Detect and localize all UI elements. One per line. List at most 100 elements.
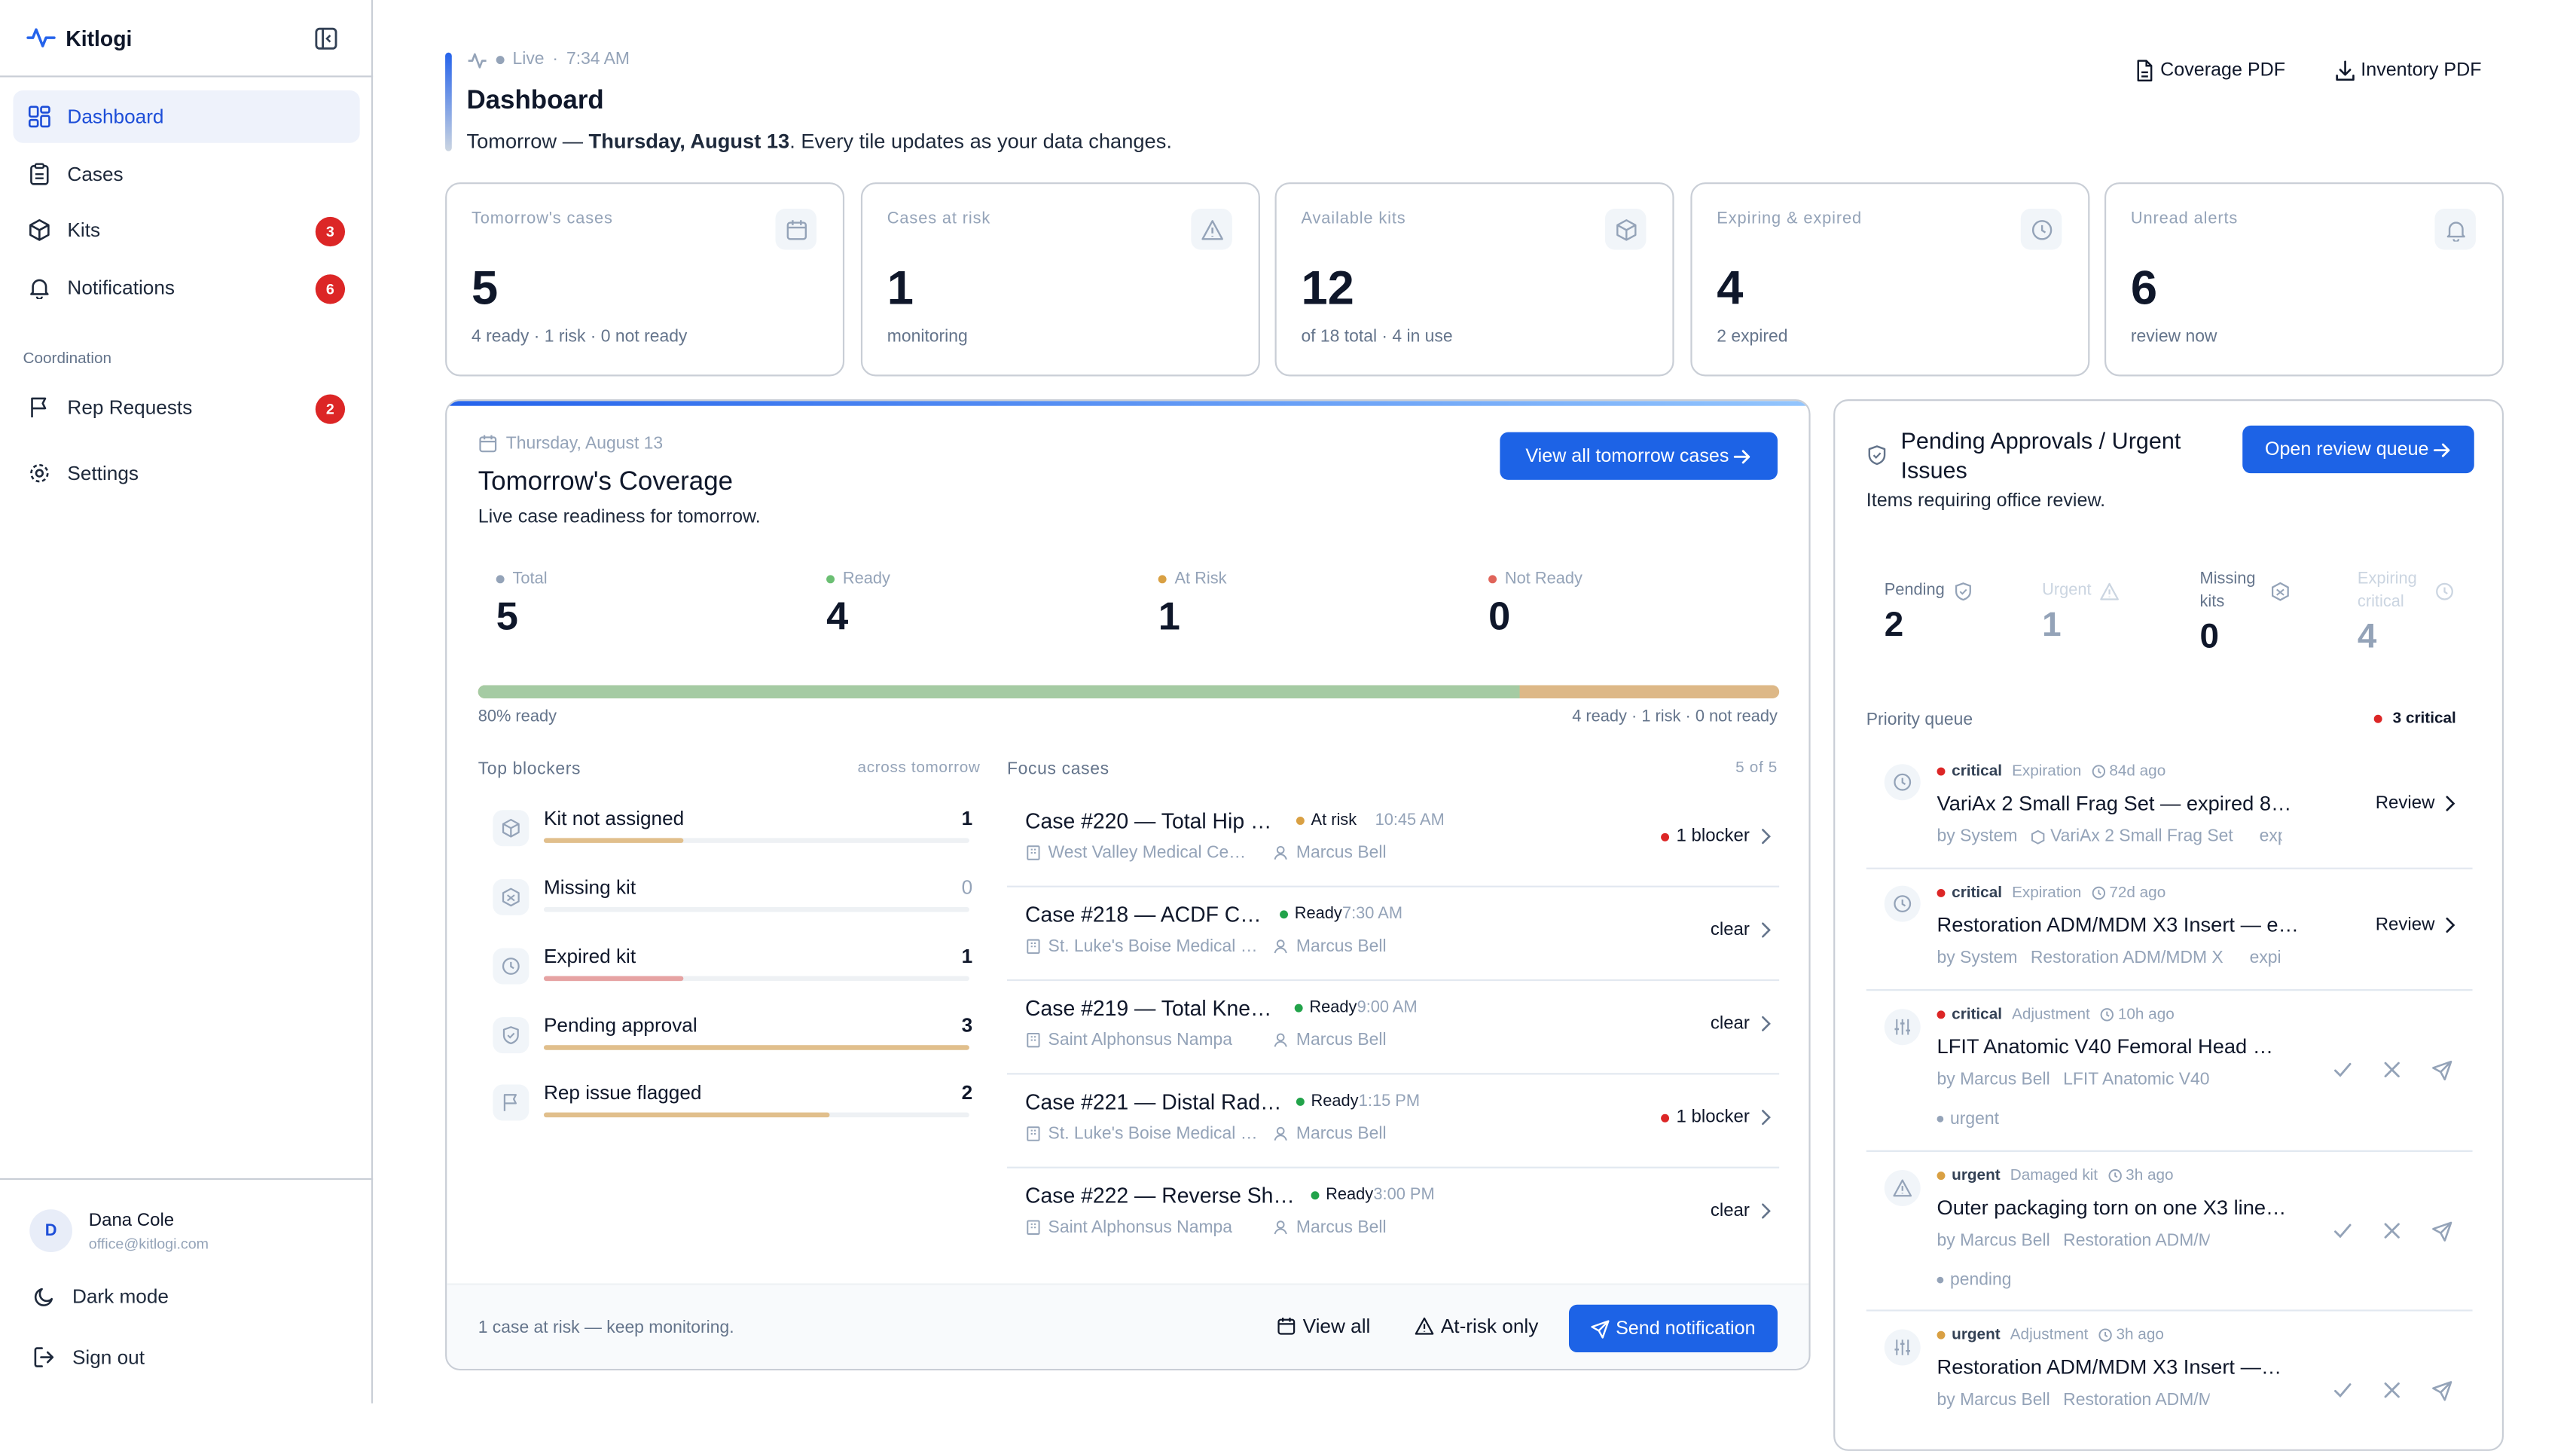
building-icon — [1027, 845, 1040, 860]
stat-not-ready: Not Ready 0 — [1488, 570, 1583, 640]
queue-item-title: Restoration ADM/MDM X3 Insert — expir… — [1937, 913, 2302, 937]
case-rep: Marcus Bell — [1273, 843, 1387, 863]
open-review-queue-button[interactable]: Open review queue — [2242, 425, 2474, 474]
send-icon[interactable] — [2431, 1221, 2452, 1242]
warning-icon — [2100, 582, 2119, 600]
critical-count-badge: 3 critical — [2374, 710, 2456, 728]
case-blocker-status: 1 blocker — [1661, 1107, 1750, 1127]
case-status: At risk — [1296, 811, 1357, 829]
send-icon[interactable] — [2431, 1380, 2452, 1401]
kpi-cases-at-risk[interactable]: Cases at risk 1 monitoring — [860, 182, 1260, 377]
review-button[interactable]: Review — [2376, 793, 2456, 814]
chevron-right-icon[interactable] — [1760, 1203, 1772, 1220]
approve-check-icon[interactable] — [2333, 1221, 2352, 1241]
blocker-expired-kit[interactable]: Expired kit 1 — [493, 945, 972, 1010]
blocker-rep-issue-flagged[interactable]: Rep issue flagged 2 — [493, 1081, 972, 1147]
readiness-bar-fill — [478, 685, 1519, 698]
focus-case-row[interactable]: Case #219 — Total Knee … Ready 9:00 AM Sain… — [1007, 981, 1780, 1075]
priority-queue-item[interactable]: urgent Adjustment 3h ago Restoration ADM/MD… — [1866, 1312, 2473, 1449]
sidebar-item-label: Rep Requests — [67, 396, 193, 420]
priority-queue-heading: Priority queue — [1866, 710, 1973, 730]
send-icon — [1592, 1319, 1610, 1338]
queue-item-title: Restoration ADM/MDM X3 Insert —… — [1937, 1355, 2282, 1379]
coverage-subtitle: Live case readiness for tomorrow. — [478, 507, 761, 528]
sidebar-item-settings[interactable]: Settings — [13, 447, 359, 499]
kpi-label: Tomorrow's cases — [471, 210, 613, 229]
focus-case-row[interactable]: Case #222 — Reverse Sho… Ready 3:00 PM Sain… — [1007, 1168, 1779, 1262]
clock-icon — [1884, 764, 1921, 801]
kpi-expiring-expired[interactable]: Expiring & expired 4 2 expired — [1690, 182, 2090, 377]
approvals-title: Pending Approvals / Urgent Issues — [1900, 427, 2181, 484]
clock-icon — [2092, 886, 2105, 900]
sign-out-icon — [34, 1347, 54, 1367]
blocker-missing-kit[interactable]: Missing kit 0 — [493, 876, 972, 942]
collapse-sidebar-icon[interactable] — [314, 26, 339, 51]
priority-queue-item[interactable]: critical Expiration 72d ago Restoration ADM… — [1866, 869, 2473, 991]
queue-item-meta: critical Expiration 72d ago — [1937, 884, 2165, 902]
focus-case-row[interactable]: Case #220 — Total Hip — … At risk 10:45 AM… — [1007, 793, 1780, 887]
header-accent — [445, 52, 452, 151]
approve-check-icon[interactable] — [2333, 1060, 2352, 1080]
readiness-bar — [478, 685, 1780, 698]
kpi-tomorrows-cases[interactable]: Tomorrow's cases 5 4 ready · 1 risk · 0 … — [445, 182, 845, 377]
sliders-icon — [1884, 1009, 1921, 1046]
reject-x-icon[interactable] — [2382, 1221, 2402, 1241]
user-icon — [1274, 1220, 1287, 1235]
sidebar-item-kits[interactable]: Kits 3 — [13, 203, 359, 256]
stat-at-risk: At Risk 1 — [1158, 570, 1227, 640]
user-icon — [1274, 1033, 1287, 1047]
kpi-sub: review now — [2130, 327, 2217, 347]
chevron-right-icon[interactable] — [1760, 922, 1772, 939]
view-all-tomorrow-cases-button[interactable]: View all tomorrow cases — [1500, 432, 1778, 480]
priority-queue-item[interactable]: urgent Damaged kit 3h ago Outer packaging t… — [1866, 1152, 2473, 1312]
user-icon — [1274, 939, 1287, 954]
coverage-pdf-button[interactable]: Coverage PDF — [2134, 60, 2285, 83]
kpi-label: Available kits — [1301, 210, 1406, 229]
approve-check-icon[interactable] — [2333, 1380, 2352, 1400]
shield-icon — [1868, 445, 1886, 466]
chevron-right-icon[interactable] — [1760, 1109, 1772, 1126]
at-risk-only-button[interactable]: At-risk only — [1415, 1315, 1538, 1337]
sliders-icon — [1884, 1329, 1921, 1366]
stat-dot — [1158, 575, 1167, 584]
user-profile[interactable]: D Dana Cole office@kitlogi.com — [29, 1209, 209, 1253]
blocker-kit-not-assigned[interactable]: Kit not assigned 1 — [493, 807, 972, 872]
clock-icon — [2100, 1008, 2114, 1022]
send-notification-button[interactable]: Send notification — [1568, 1304, 1778, 1353]
coverage-date: Thursday, August 13 — [478, 434, 663, 454]
case-blocker-status: 1 blocker — [1661, 826, 1750, 846]
focus-case-row[interactable]: Case #218 — ACDF C5-C6 Ready 7:30 AM St. Lu… — [1007, 887, 1780, 982]
queue-item-tag: urgent — [1937, 1109, 1999, 1129]
reject-x-icon[interactable] — [2382, 1380, 2402, 1400]
send-icon[interactable] — [2431, 1060, 2452, 1081]
sign-out-button[interactable]: Sign out — [33, 1346, 145, 1369]
kpi-unread-alerts[interactable]: Unread alerts 6 review now — [2104, 182, 2504, 377]
sidebar-item-label: Cases — [67, 162, 124, 186]
kpi-value: 5 — [471, 262, 499, 316]
arrow-right-icon — [1734, 449, 1751, 463]
priority-queue-item[interactable]: critical Expiration 84d ago VariAx 2 Small … — [1866, 747, 2473, 869]
kpi-value: 12 — [1301, 262, 1354, 316]
kpi-available-kits[interactable]: Available kits 12 of 18 total · 4 in use — [1274, 182, 1674, 377]
sidebar-item-notifications[interactable]: Notifications 6 — [13, 261, 359, 314]
app-logo[interactable]: Kitlogi — [26, 23, 132, 53]
chevron-right-icon[interactable] — [1760, 828, 1772, 845]
sidebar-item-cases[interactable]: Cases — [13, 148, 359, 200]
priority-queue-item[interactable]: critical Adjustment 10h ago LFIT Anatomic V… — [1866, 991, 2473, 1152]
chevron-right-icon[interactable] — [1760, 1016, 1772, 1032]
avatar: D — [29, 1209, 72, 1253]
blocker-bar — [543, 976, 685, 982]
blocker-pending-approval[interactable]: Pending approval 3 — [493, 1014, 972, 1080]
review-button[interactable]: Review — [2376, 915, 2456, 935]
reject-x-icon[interactable] — [2382, 1060, 2402, 1080]
live-time: 7:34 AM — [566, 49, 630, 69]
dark-mode-toggle[interactable]: Dark mode — [33, 1285, 169, 1308]
sidebar-item-dashboard[interactable]: Dashboard — [13, 90, 360, 143]
kpi-sub: 4 ready · 1 risk · 0 not ready — [471, 327, 688, 347]
view-all-button[interactable]: View all — [1277, 1315, 1370, 1337]
sidebar-item-rep-requests[interactable]: Rep Requests 2 — [13, 381, 359, 434]
clock-icon — [2108, 1168, 2122, 1183]
focus-case-row[interactable]: Case #221 — Distal Radius… Ready 1:15 PM St… — [1007, 1074, 1780, 1168]
inventory-pdf-button[interactable]: Inventory PDF — [2334, 60, 2482, 83]
